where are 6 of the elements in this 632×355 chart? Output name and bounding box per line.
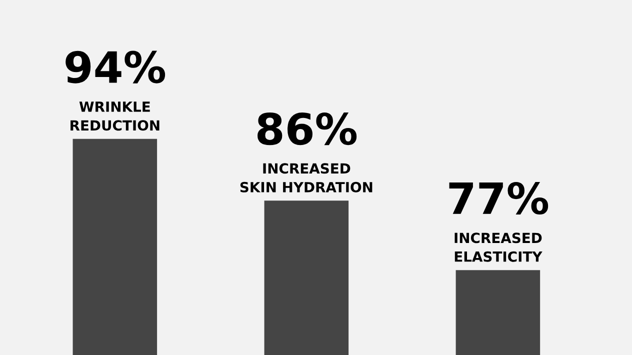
x-tick-label: WRINKLE REDUCTION — [70, 102, 160, 131]
data-label: 94% — [66, 50, 166, 84]
data-label: 77% — [449, 182, 548, 215]
data-label: 86% — [258, 112, 357, 146]
x-tick-label: INCREASED ELASTICITY — [454, 232, 542, 262]
x-tick-label: INCREASED SKIN HYDRATION — [240, 163, 372, 192]
